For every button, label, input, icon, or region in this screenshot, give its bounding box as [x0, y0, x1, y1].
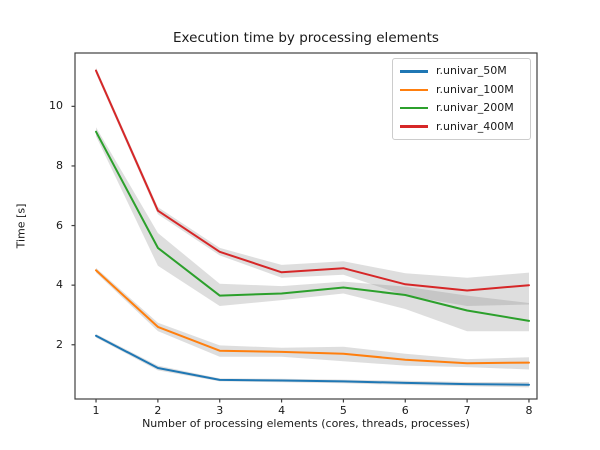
line-r.univar_200M	[95, 130, 530, 322]
x-tick-label: 1	[92, 404, 100, 417]
legend-item-r.univar_200M: r.univar_200M	[400, 99, 523, 117]
legend-label: r.univar_100M	[436, 82, 514, 96]
x-axis-label: Number of processing elements (cores, th…	[142, 417, 470, 430]
legend-line-swatch	[400, 88, 428, 92]
legend-line-swatch	[400, 125, 428, 128]
legend-label: r.univar_50M	[436, 64, 507, 78]
y-axis-label: Time [s]	[14, 203, 28, 249]
y-tick-label: 10	[49, 99, 63, 113]
line-r.univar_100M	[95, 269, 530, 365]
legend-item-r.univar_50M: r.univar_50M	[400, 62, 523, 80]
band-r.univar_200M	[96, 127, 529, 332]
y-tick-label: 6	[56, 218, 63, 232]
y-tick-label: 8	[56, 158, 63, 172]
legend-label: r.univar_400M	[436, 119, 514, 133]
x-tick-label: 3	[216, 404, 224, 417]
x-tick-label: 2	[154, 404, 162, 417]
y-tick-label: 4	[56, 278, 63, 292]
x-tick-label: 5	[339, 404, 347, 417]
line-r.univar_50M	[95, 334, 530, 386]
band-r.univar_50M	[96, 334, 529, 388]
legend-line-swatch	[400, 70, 428, 73]
line-r.univar_400M	[95, 69, 530, 292]
x-tick-label: 8	[525, 404, 533, 417]
x-tick-label: 6	[401, 404, 409, 417]
legend: r.univar_50M r.univar_100M r.univar_200M r.…	[392, 58, 531, 140]
legend-line-swatch	[400, 106, 428, 110]
band-r.univar_400M	[96, 67, 529, 306]
legend-item-r.univar_400M: r.univar_400M	[400, 118, 523, 136]
legend-item-r.univar_100M: r.univar_100M	[400, 81, 523, 99]
x-tick-label: 4	[278, 404, 286, 417]
y-tick-label: 2	[56, 337, 63, 351]
chart-title: Execution time by processing elements	[173, 30, 439, 46]
x-tick-label: 7	[463, 404, 471, 417]
legend-label: r.univar_200M	[436, 101, 514, 115]
